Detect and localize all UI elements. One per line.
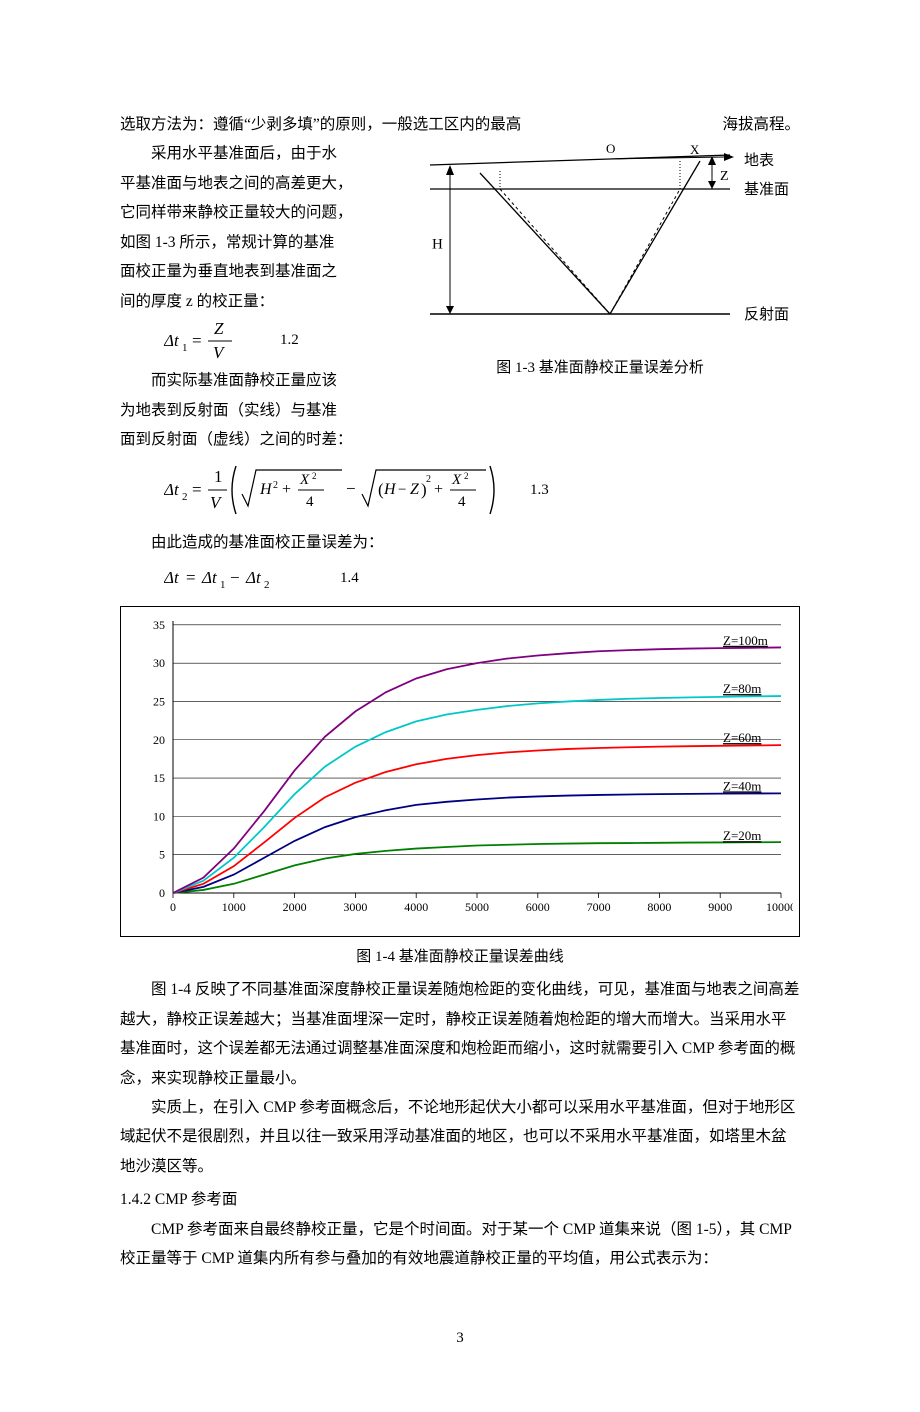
svg-text:H: H <box>259 481 273 498</box>
svg-text:O: O <box>606 141 615 156</box>
svg-text:2000: 2000 <box>283 900 307 914</box>
diagram-datum-analysis: O X H Z 地表基准面反射面 <box>400 139 800 339</box>
svg-text:2: 2 <box>264 579 270 591</box>
svg-text:10000: 10000 <box>766 900 793 914</box>
svg-text:15: 15 <box>153 771 165 785</box>
figure-1-4: 0 5 10 15 20 25 30 35 0 1000 2000 3000 4000 5000 6000 7… <box>120 606 800 936</box>
figure-1-3: O X H Z 地表基准面反射面 图 1-3 基准面静校正量误差分析 <box>400 139 800 382</box>
paragraph-4: 图 1-4 反映了不同基准面深度静校正量误差随炮检距的变化曲线，可见，基准面与地… <box>120 975 800 1093</box>
svg-text:Z=60m: Z=60m <box>723 730 761 745</box>
svg-text:2: 2 <box>464 471 469 481</box>
paragraph-3: 由此造成的基准面校正量误差为： <box>120 528 800 557</box>
svg-text:25: 25 <box>153 695 165 709</box>
svg-text:−: − <box>230 568 240 587</box>
svg-text:4000: 4000 <box>404 900 428 914</box>
figure-1-4-caption: 图 1-4 基准面静校正量误差曲线 <box>120 943 800 972</box>
intro-left: 选取方法为：遵循“少剥多填”的原则，一般选工区内的最高 <box>120 110 521 139</box>
error-curve-chart: 0 5 10 15 20 25 30 35 0 1000 2000 3000 4000 5000 6000 7… <box>125 611 793 921</box>
svg-text:5000: 5000 <box>465 900 489 914</box>
paragraph-5: 实质上，在引入 CMP 参考面概念后，不论地形起伏大小都可以采用水平基准面，但对… <box>120 1093 800 1181</box>
page-number: 3 <box>120 1324 800 1353</box>
svg-text:地表: 地表 <box>744 152 774 169</box>
svg-text:Δt: Δt <box>201 568 218 587</box>
equation-1-4: Δt = Δt 1 − Δt 2 1.4 <box>164 564 800 593</box>
svg-text:Z=20m: Z=20m <box>723 829 761 844</box>
svg-text:X: X <box>690 142 700 157</box>
svg-text:4: 4 <box>306 494 314 510</box>
section-1-4-2-head: 1.4.2 CMP 参考面 <box>120 1185 800 1214</box>
eq2-number: 1.3 <box>530 476 549 505</box>
svg-text:+: + <box>282 481 291 498</box>
svg-text:+: + <box>434 481 443 498</box>
svg-text:基准面: 基准面 <box>744 181 789 198</box>
svg-text:8000: 8000 <box>647 900 671 914</box>
svg-text:X: X <box>299 472 310 488</box>
svg-text:Z: Z <box>410 481 420 498</box>
eq3-math: Δt = Δt 1 − Δt 2 <box>164 565 314 591</box>
svg-text:X: X <box>451 472 462 488</box>
svg-text:Z: Z <box>720 169 729 184</box>
equation-1-2: Δt 1 = Z V 1.2 <box>164 318 390 362</box>
svg-text:=: = <box>192 331 202 350</box>
equation-1-3: Δt 2 = 1 V H 2 + X 2 4 − ( H − Z ) 2 + X… <box>164 460 800 520</box>
svg-text:35: 35 <box>153 618 165 632</box>
svg-text:1000: 1000 <box>222 900 246 914</box>
svg-text:Δt: Δt <box>164 480 180 499</box>
svg-text:Z=100m: Z=100m <box>723 633 768 648</box>
svg-text:0: 0 <box>170 900 176 914</box>
svg-text:Z: Z <box>214 319 224 338</box>
svg-text:1: 1 <box>220 579 226 591</box>
svg-text:Δt: Δt <box>164 568 180 587</box>
svg-text:2: 2 <box>426 474 431 485</box>
svg-text:H: H <box>383 481 397 498</box>
svg-text:3000: 3000 <box>343 900 367 914</box>
svg-text:7000: 7000 <box>587 900 611 914</box>
p2-line: 为地表到反射面（实线）与基准 <box>120 396 800 425</box>
svg-text:V: V <box>210 493 223 512</box>
svg-text:反射面: 反射面 <box>744 306 789 323</box>
svg-text:6000: 6000 <box>526 900 550 914</box>
eq2-math: Δt 2 = 1 V H 2 + X 2 4 − ( H − Z ) 2 + X… <box>164 460 504 520</box>
svg-text:H: H <box>432 237 443 253</box>
svg-text:1: 1 <box>214 467 223 486</box>
svg-text:Z=40m: Z=40m <box>723 779 761 794</box>
svg-text:Z=80m: Z=80m <box>723 681 761 696</box>
svg-text:2: 2 <box>273 480 278 491</box>
svg-text:−: − <box>398 482 406 498</box>
eq1-number: 1.2 <box>280 326 299 355</box>
svg-text:Δt: Δt <box>245 568 262 587</box>
eq1-math: Δt 1 = Z V <box>164 318 254 362</box>
svg-text:1: 1 <box>182 342 188 354</box>
svg-text:30: 30 <box>153 656 165 670</box>
svg-text:=: = <box>186 568 196 587</box>
svg-text:20: 20 <box>153 733 165 747</box>
intro-right: 海拔高程。 <box>722 110 800 139</box>
intro-line: 选取方法为：遵循“少剥多填”的原则，一般选工区内的最高 海拔高程。 <box>120 110 800 139</box>
eq3-number: 1.4 <box>340 564 359 593</box>
paragraph-6: CMP 参考面来自最终静校正量，它是个时间面。对于某一个 CMP 道集来说（图 … <box>120 1215 800 1274</box>
svg-text:=: = <box>192 480 202 499</box>
svg-text:4: 4 <box>458 494 466 510</box>
figure-1-3-caption: 图 1-3 基准面静校正量误差分析 <box>400 354 800 383</box>
svg-text:0: 0 <box>159 886 165 900</box>
p2-line: 面到反射面（虚线）之间的时差： <box>120 425 800 454</box>
svg-text:2: 2 <box>312 471 317 481</box>
svg-text:2: 2 <box>182 491 188 503</box>
svg-text:V: V <box>213 343 226 362</box>
svg-text:10: 10 <box>153 810 165 824</box>
svg-text:Δt: Δt <box>164 331 180 350</box>
svg-text:9000: 9000 <box>708 900 732 914</box>
svg-text:−: − <box>346 479 356 498</box>
svg-text:5: 5 <box>159 848 165 862</box>
